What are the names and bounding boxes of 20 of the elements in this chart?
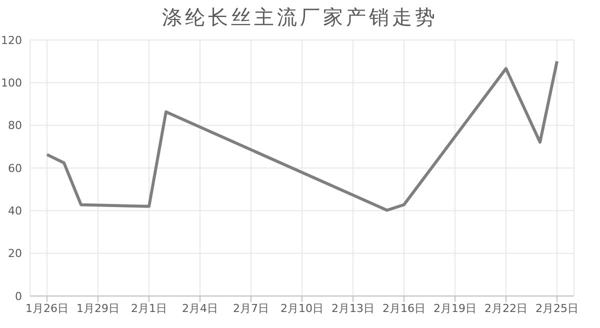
y-tick-label: 80 [8,119,22,132]
line-series [46,60,558,212]
x-tick-label: 2月16日 [382,302,426,315]
x-tick-label: 1月29日 [76,302,120,315]
x-tick-label: 2月25日 [536,302,578,315]
x-tick-label: 2月4日 [182,302,218,315]
chart-title: 涤纶长丝主流厂家产销走势 [161,4,439,31]
y-tick-label: 60 [8,162,22,175]
x-tick-label: 2月22日 [484,302,528,315]
x-tick-label: 2月1日 [131,302,167,315]
x-tick-label: 2月10日 [280,302,324,315]
x-tick-label: 2月7日 [233,302,269,315]
y-tick-label: 40 [8,204,22,218]
y-tick-label: 120 [1,34,22,47]
x-tick-label: 2月19日 [434,302,476,315]
y-tick-label: 20 [8,247,22,260]
x-tick-label: 1月26日 [26,302,68,315]
y-tick-label: 0 [15,290,22,303]
y-tick-label: 100 [1,76,22,90]
x-tick-label: 2月13日 [332,302,374,315]
